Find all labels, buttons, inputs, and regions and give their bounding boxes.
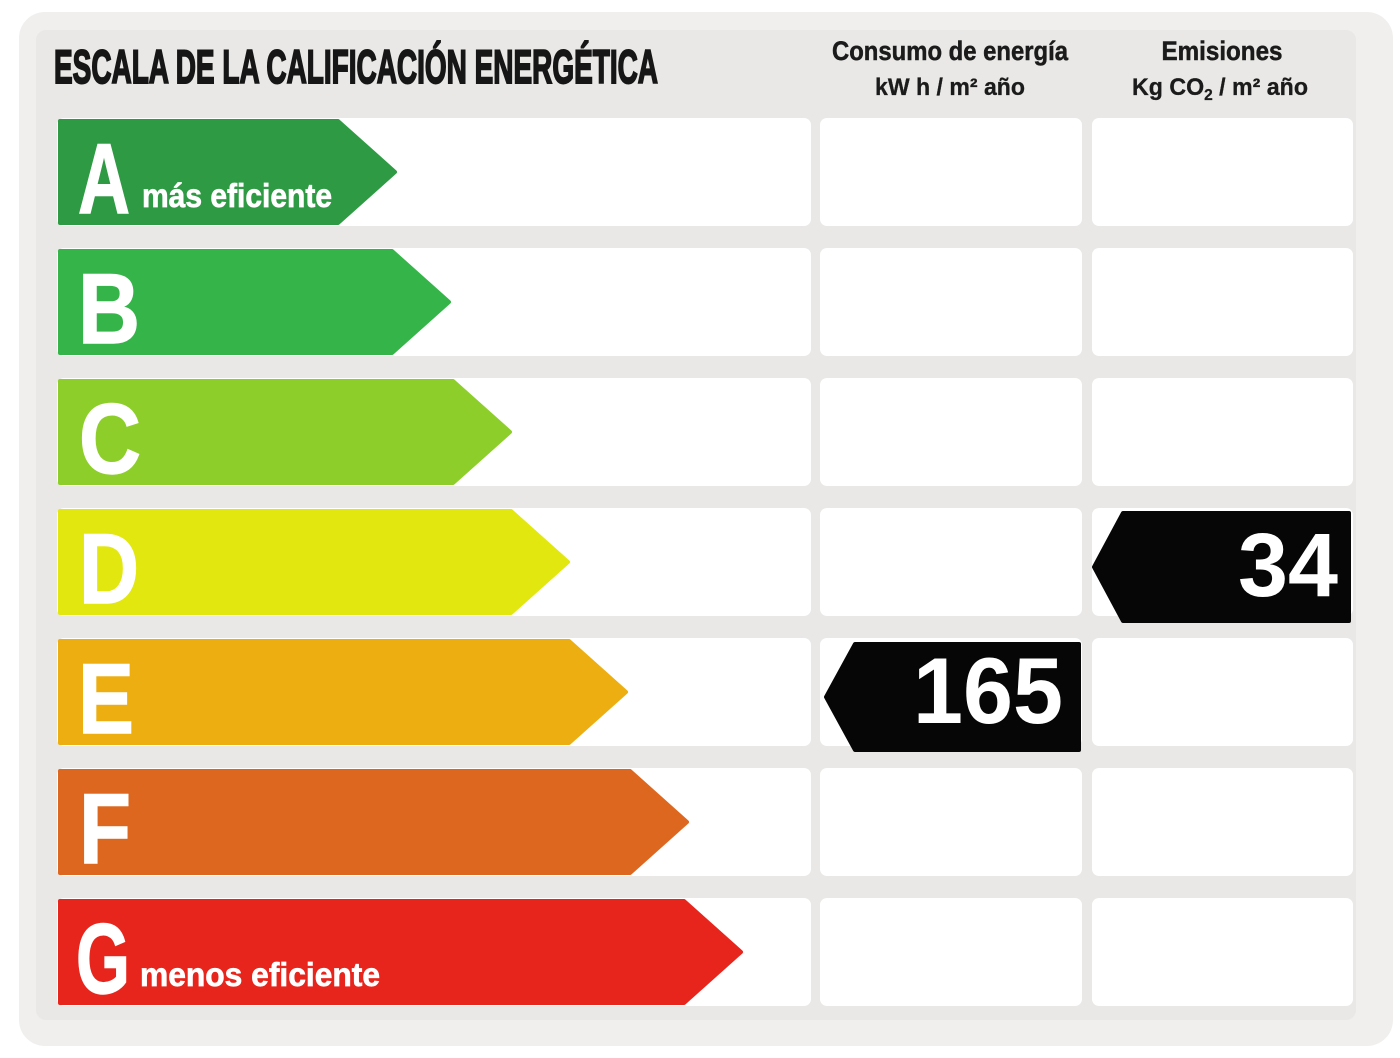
svg-text:ESCALA DE LA CALIFICACIÓN ENER: ESCALA DE LA CALIFICACIÓN ENERGÉTICA — [54, 40, 658, 93]
svg-text:Emisiones: Emisiones — [1162, 36, 1283, 66]
svg-text:menos eficiente: menos eficiente — [140, 956, 380, 993]
svg-text:D: D — [79, 513, 139, 624]
svg-text:C: C — [79, 383, 141, 494]
svg-text:kW h / m² año: kW h / m² año — [875, 74, 1025, 101]
svg-text:B: B — [78, 253, 140, 364]
svg-text:E: E — [78, 643, 134, 754]
svg-text:Kg CO2 / m² año: Kg CO2 / m² año — [1132, 74, 1308, 104]
svg-text:34: 34 — [1238, 516, 1338, 616]
svg-text:más eficiente: más eficiente — [142, 177, 332, 214]
svg-text:A: A — [78, 123, 130, 234]
svg-text:165: 165 — [913, 638, 1063, 743]
svg-text:Consumo de energía: Consumo de energía — [832, 36, 1069, 66]
svg-text:G: G — [76, 903, 130, 1014]
svg-text:F: F — [79, 773, 131, 884]
